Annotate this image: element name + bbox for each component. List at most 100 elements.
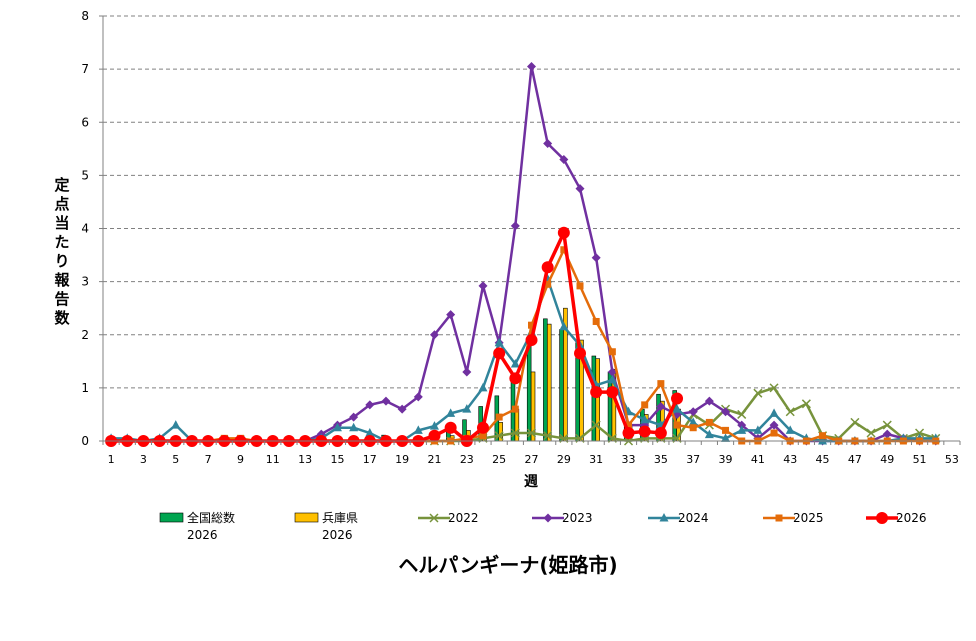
x-tick-label: 33	[622, 453, 636, 466]
point-2026	[638, 425, 651, 438]
bar-全国総数	[543, 318, 548, 442]
point-2024	[785, 425, 795, 434]
x-tick-label: 49	[880, 453, 894, 466]
point-2024	[704, 429, 714, 439]
point-2025	[657, 380, 665, 388]
legend-label: 2026	[896, 511, 927, 525]
point-2022	[785, 407, 795, 417]
x-tick-label: 51	[913, 453, 927, 466]
legend-marker-2022	[429, 513, 439, 523]
legend-marker-2026	[876, 512, 888, 524]
x-tick-label: 3	[140, 453, 147, 466]
point-2025	[608, 348, 616, 356]
point-2023	[737, 420, 747, 430]
marker-stroke	[882, 420, 892, 430]
point-2025	[576, 282, 584, 290]
marker-stroke	[510, 428, 520, 438]
marker-stroke	[494, 431, 504, 441]
point-2023	[704, 396, 714, 406]
point-2024	[462, 404, 472, 413]
point-2022	[543, 431, 553, 441]
point-2023	[462, 367, 472, 377]
point-2023	[381, 396, 391, 406]
x-tick-label: 25	[492, 453, 506, 466]
legend-swatch-全国総数	[159, 512, 184, 523]
y-tick-label: 4	[81, 222, 89, 236]
x-tick-label: 35	[654, 453, 668, 466]
legend-marker-2024	[659, 513, 669, 522]
legend-label: 2022	[448, 511, 479, 525]
x-tick-label: 27	[525, 453, 539, 466]
point-2022	[801, 399, 811, 409]
y-tick-label: 7	[81, 62, 89, 76]
point-2023	[478, 281, 488, 291]
point-2022	[591, 420, 601, 430]
y-tick-label: 0	[81, 434, 89, 448]
x-tick-label: 19	[395, 453, 409, 466]
x-tick-label: 11	[266, 453, 280, 466]
x-tick-label: 7	[205, 453, 212, 466]
marker-stroke	[591, 420, 601, 430]
point-2026	[590, 386, 603, 399]
point-2025	[819, 432, 827, 440]
point-2022	[915, 428, 925, 438]
point-2023	[607, 367, 617, 377]
lines-layer	[105, 61, 941, 447]
legend-label: 2024	[678, 511, 709, 525]
point-2024	[478, 382, 488, 392]
point-2026	[525, 334, 538, 347]
point-2025	[722, 426, 730, 434]
line-2022	[111, 386, 937, 443]
point-2024	[818, 436, 828, 445]
x-tick-label: 37	[686, 453, 700, 466]
point-2023	[349, 412, 359, 422]
marker-stroke	[866, 428, 876, 438]
point-2023	[769, 420, 779, 430]
point-2023	[591, 253, 601, 263]
point-2022	[753, 388, 763, 398]
point-2026	[622, 427, 635, 440]
point-2024	[753, 425, 763, 434]
point-2026	[606, 386, 619, 399]
y-label-char: 報	[54, 271, 70, 289]
point-2026	[476, 421, 489, 434]
point-2022	[494, 431, 504, 441]
point-2025	[560, 246, 568, 254]
point-2026	[444, 421, 457, 434]
marker-stroke	[543, 431, 553, 441]
marker-stroke	[801, 399, 811, 409]
point-2025	[673, 421, 681, 429]
point-2023	[510, 221, 520, 231]
x-tick-label: 39	[719, 453, 733, 466]
marker-stroke	[915, 428, 925, 438]
y-label-char: 当	[54, 214, 69, 232]
point-2022	[882, 420, 892, 430]
point-2024	[607, 374, 617, 384]
point-2024	[429, 421, 439, 430]
point-2026	[557, 226, 570, 239]
point-2023	[721, 407, 731, 417]
point-2026	[509, 372, 522, 385]
y-tick-label: 6	[81, 115, 89, 129]
point-2025	[544, 280, 552, 288]
marker-stroke	[429, 513, 439, 523]
x-tick-label: 17	[363, 453, 377, 466]
point-2026	[574, 347, 587, 360]
legend-label: 2023	[562, 511, 593, 525]
point-2024	[171, 420, 181, 429]
x-tick-label: 23	[460, 453, 474, 466]
marker-stroke	[850, 417, 860, 427]
bars-layer	[106, 307, 681, 442]
point-2025	[495, 413, 503, 421]
y-label-char: 定	[54, 176, 69, 194]
legend-sub-label: 2026	[187, 528, 218, 542]
y-tick-label: 1	[81, 381, 89, 395]
marker-stroke	[526, 428, 537, 438]
y-tick-label: 3	[81, 275, 89, 289]
point-2026	[493, 347, 506, 360]
point-2025	[705, 418, 713, 426]
y-label-char: 告	[54, 290, 69, 308]
point-2022	[737, 409, 747, 419]
legend-marker-2025	[775, 514, 783, 522]
